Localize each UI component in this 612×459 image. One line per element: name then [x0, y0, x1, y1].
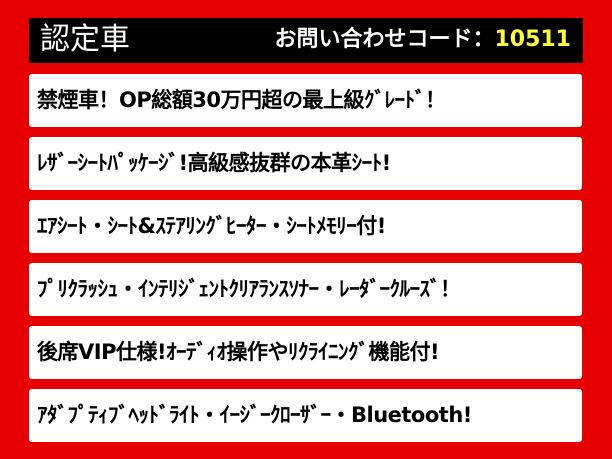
feature-item: ﾚｻﾞｰｼｰﾄﾊﾟｯｹｰｼﾞ!高級感抜群の本革ｼｰﾄ!	[29, 137, 582, 190]
feature-text: ﾚｻﾞｰｼｰﾄﾊﾟｯｹｰｼﾞ!高級感抜群の本革ｼｰﾄ!	[37, 151, 391, 175]
inquiry-code-label: お問い合わせコード：	[274, 27, 495, 52]
feature-item: 禁煙車！OP総額30万円超の最上級ｸﾞﾚｰﾄﾞ！	[29, 74, 582, 127]
feature-text: ｱﾀﾞﾌﾟﾃｨﾌﾞﾍｯﾄﾞﾗｲﾄ・ｲｰｼﾞｰｸﾛｰｻﾞｰ・Bluetooth!	[37, 403, 472, 427]
feature-text: ﾌﾟﾘｸﾗｯｼｭ・ｲﾝﾃﾘｼﾞｪﾝﾄｸﾘｱﾗﾝｽｿﾅｰ・ﾚｰﾀﾞｰｸﾙｰｽﾞ！	[37, 277, 461, 301]
feature-text: ｴｱｼｰﾄ・ｼｰﾄ&ｽﾃｱﾘﾝｸﾞﾋｰﾀｰ・ｼｰﾄﾒﾓﾘｰ付!	[37, 214, 386, 238]
inquiry-code-value: 10511	[494, 27, 571, 52]
inquiry-code: お問い合わせコード：10511	[274, 25, 571, 55]
certified-car-title: 認定車	[40, 22, 130, 57]
feature-item: ｱﾀﾞﾌﾟﾃｨﾌﾞﾍｯﾄﾞﾗｲﾄ・ｲｰｼﾞｰｸﾛｰｻﾞｰ・Bluetooth!	[29, 389, 582, 442]
feature-item: ｴｱｼｰﾄ・ｼｰﾄ&ｽﾃｱﾘﾝｸﾞﾋｰﾀｰ・ｼｰﾄﾒﾓﾘｰ付!	[29, 200, 582, 253]
feature-item: ﾌﾟﾘｸﾗｯｼｭ・ｲﾝﾃﾘｼﾞｪﾝﾄｸﾘｱﾗﾝｽｿﾅｰ・ﾚｰﾀﾞｰｸﾙｰｽﾞ！	[29, 263, 582, 316]
feature-item: 後席VIP仕様!ｵｰﾃﾞｨｵ操作やﾘｸﾗｲﾆﾝｸﾞ機能付!	[29, 326, 582, 379]
header-bar: 認定車 お問い合わせコード：10511	[29, 18, 583, 63]
feature-text: 後席VIP仕様!ｵｰﾃﾞｨｵ操作やﾘｸﾗｲﾆﾝｸﾞ機能付!	[37, 340, 440, 364]
feature-text: 禁煙車！OP総額30万円超の最上級ｸﾞﾚｰﾄﾞ！	[37, 88, 446, 112]
